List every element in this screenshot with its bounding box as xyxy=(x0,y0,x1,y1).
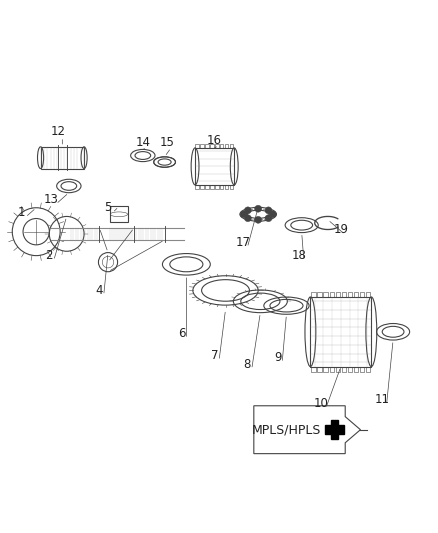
Bar xyxy=(348,367,352,372)
Bar xyxy=(225,144,228,148)
Bar xyxy=(336,292,340,297)
Bar xyxy=(201,185,204,189)
Text: 5: 5 xyxy=(104,201,112,214)
Bar xyxy=(342,292,346,297)
Bar xyxy=(318,367,321,372)
Bar xyxy=(210,144,214,148)
Bar xyxy=(205,144,209,148)
Text: 8: 8 xyxy=(244,358,251,371)
Text: 6: 6 xyxy=(178,327,186,341)
Bar xyxy=(331,420,338,439)
Text: 2: 2 xyxy=(46,249,53,262)
Bar xyxy=(311,297,371,367)
Bar xyxy=(195,185,199,189)
Text: 12: 12 xyxy=(50,125,65,138)
Text: 19: 19 xyxy=(333,223,348,236)
Text: 14: 14 xyxy=(135,136,150,149)
Circle shape xyxy=(265,207,272,214)
Text: 18: 18 xyxy=(292,249,307,262)
Circle shape xyxy=(254,205,261,212)
Bar xyxy=(360,292,364,297)
Circle shape xyxy=(240,211,247,218)
Bar xyxy=(366,292,371,297)
Circle shape xyxy=(244,215,251,222)
Bar xyxy=(195,148,234,185)
Bar xyxy=(215,185,219,189)
Bar xyxy=(323,292,328,297)
Text: 13: 13 xyxy=(44,192,59,206)
Text: 16: 16 xyxy=(207,134,222,147)
Bar xyxy=(215,144,219,148)
Bar xyxy=(220,144,223,148)
Bar xyxy=(336,367,340,372)
Bar xyxy=(205,185,209,189)
Text: 11: 11 xyxy=(374,393,390,406)
Bar xyxy=(201,144,204,148)
Bar xyxy=(329,292,334,297)
Bar xyxy=(230,144,233,148)
Text: 4: 4 xyxy=(95,284,103,297)
Bar xyxy=(210,185,214,189)
Text: MPLS/HPLS: MPLS/HPLS xyxy=(252,423,321,436)
Bar xyxy=(225,185,228,189)
Text: 10: 10 xyxy=(314,397,328,410)
Bar xyxy=(311,292,315,297)
Circle shape xyxy=(254,216,261,223)
Text: 9: 9 xyxy=(274,351,282,365)
Text: 1: 1 xyxy=(17,206,25,219)
Bar xyxy=(360,367,364,372)
Bar xyxy=(110,206,127,222)
Bar xyxy=(348,292,352,297)
Bar xyxy=(329,367,334,372)
Bar xyxy=(311,367,315,372)
Bar xyxy=(230,185,233,189)
Text: 15: 15 xyxy=(159,136,174,149)
Bar xyxy=(366,367,371,372)
Bar xyxy=(354,292,358,297)
Bar xyxy=(342,367,346,372)
Text: 7: 7 xyxy=(211,349,219,362)
Bar xyxy=(220,185,223,189)
Circle shape xyxy=(244,207,251,214)
Bar xyxy=(323,367,328,372)
Bar xyxy=(318,292,321,297)
Bar xyxy=(41,147,84,168)
Circle shape xyxy=(269,211,276,218)
Circle shape xyxy=(265,215,272,222)
Bar xyxy=(354,367,358,372)
Bar xyxy=(195,144,199,148)
Text: 17: 17 xyxy=(236,236,251,249)
Bar xyxy=(325,425,344,434)
